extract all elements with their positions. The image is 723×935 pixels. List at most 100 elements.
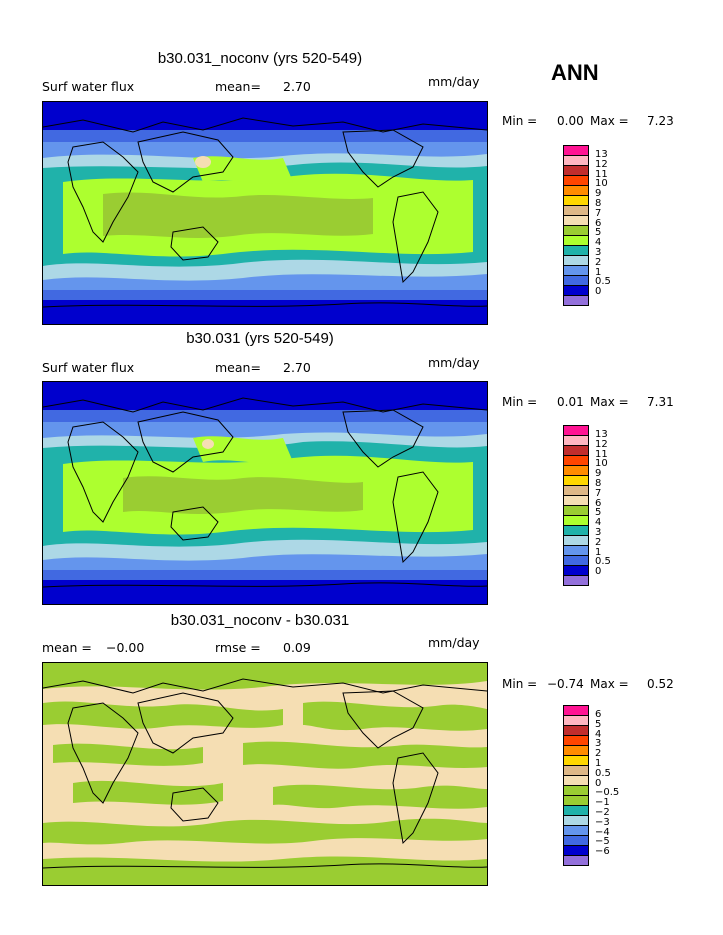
colorbar-label: 10 [595,458,608,470]
panel3-colorbar-box [563,785,589,795]
colorbar-label: 3 [595,738,602,750]
panel1-colorbar-box [563,295,589,306]
panel2-colorbar-box [563,555,589,565]
panel3-mean-value: −0.00 [106,640,145,655]
panel3-colorbar-box [563,715,589,725]
colorbar-label: 4 [595,517,602,529]
panel3-rmse-value: 0.09 [283,640,311,655]
panel3-colorbar-box [563,775,589,785]
panel1-colorbar-box [563,165,589,175]
panel3-colorbar-box [563,825,589,835]
panel1-colorbar-box [563,145,589,155]
colorbar-label: −6 [595,846,610,858]
panel3-colorbar-box [563,795,589,805]
colorbar-label: −2 [595,806,610,818]
colorbar-label: 11 [595,448,608,460]
panel1-colorbar-box [563,235,589,245]
panel3-max-value: 0.52 [647,677,674,691]
colorbar-label: 8 [595,477,602,489]
panel2-title: b30.031 (yrs 520-549) [186,330,334,347]
colorbar-label: 12 [595,438,608,450]
panel2-colorbar-box [563,485,589,495]
panel3-colorbar-labels: 6 5 4 3 2 1 0.5 0 −0.5 −1 −2 −3 −4 −5 −6 [595,710,619,857]
panel1-colorbar-box [563,255,589,265]
panel2-colorbar-box [563,435,589,445]
panel2-colorbar-box [563,465,589,475]
colorbar-label: 7 [595,207,602,219]
panel1-min-label: Min = [502,114,538,128]
panel1-colorbar-box [563,225,589,235]
colorbar-label: 12 [595,158,608,170]
panel1-max-value: 7.23 [647,114,674,128]
panel1-colorbar-box [563,215,589,225]
panel1-colorbar-box [563,265,589,275]
colorbar-label: −1 [595,797,610,809]
panel1-mean-label: mean= [215,79,261,94]
colorbar-label: −4 [595,826,610,838]
colorbar-label: 9 [595,468,602,480]
panel3-colorbar-box [563,855,589,866]
panel2-colorbar-box [563,535,589,545]
panel2-map [42,381,488,605]
colorbar-label: 0.5 [595,556,611,568]
colorbar-label: 2 [595,256,602,268]
panel2-variable-label: Surf water flux [42,360,135,375]
colorbar-label: 3 [595,526,602,538]
panel2-units: mm/day [428,355,480,370]
panel1-colorbar-box [563,185,589,195]
panel3-map [42,662,488,886]
panel2-colorbar [563,425,589,586]
colorbar-label: 3 [595,246,602,258]
colorbar-label: 5 [595,227,602,239]
colorbar-label: 4 [595,728,602,740]
panel1-colorbar-box [563,195,589,205]
panel3-title: b30.031_noconv - b30.031 [170,612,350,629]
colorbar-label: 6 [595,217,602,229]
panel1-colorbar-box [563,155,589,165]
panel3-colorbar-box [563,735,589,745]
colorbar-label: 8 [595,197,602,209]
panel1-colorbar [563,145,589,306]
panel3-mean-label: mean = [42,640,92,655]
panel3-colorbar [563,705,589,866]
colorbar-label: 11 [595,168,608,180]
panel1-colorbar-box [563,275,589,285]
colorbar-label: 0.5 [595,276,611,288]
colorbar-label: 0 [595,566,602,578]
colorbar-label: 2 [595,748,602,760]
panel1-colorbar-box [563,175,589,185]
panel1-variable-label: Surf water flux [42,79,135,94]
colorbar-label: 6 [595,497,602,509]
panel1-colorbar-box [563,285,589,295]
panel2-colorbar-labels: 13 12 11 10 9 8 7 6 5 4 3 2 1 0.5 0 [595,430,611,577]
colorbar-label: −3 [595,816,610,828]
panel2-max-label: Max = [590,395,629,409]
colorbar-label: 4 [595,237,602,249]
panel3-rmse-label: rmse = [215,640,261,655]
colorbar-label: 5 [595,718,602,730]
panel2-colorbar-box [563,445,589,455]
panel2-colorbar-box [563,565,589,575]
colorbar-label: 0.5 [595,767,611,779]
panel2-mean-value: 2.70 [283,360,311,375]
panel1-units: mm/day [428,74,480,89]
panel2-colorbar-box [563,475,589,485]
panel1-min-value: 0.00 [557,114,584,128]
panel2-colorbar-box [563,505,589,515]
colorbar-label: 1 [595,546,602,558]
panel1-colorbar-box [563,245,589,255]
panel2-colorbar-box [563,525,589,535]
colorbar-label: 7 [595,487,602,499]
colorbar-label: 10 [595,178,608,190]
colorbar-label: 1 [595,266,602,278]
colorbar-label: −0.5 [595,787,620,799]
panel3-colorbar-box [563,845,589,855]
colorbar-label: 13 [595,149,608,160]
panel2-min-label: Min = [502,395,538,409]
panel1-colorbar-labels: 13 12 11 10 9 8 7 6 5 4 3 2 1 0.5 0 [595,150,611,297]
panel3-colorbar-box [563,745,589,755]
panel3-colorbar-box [563,705,589,715]
panel1-map [42,101,488,325]
panel2-colorbar-box [563,545,589,555]
panel2-colorbar-box [563,575,589,586]
